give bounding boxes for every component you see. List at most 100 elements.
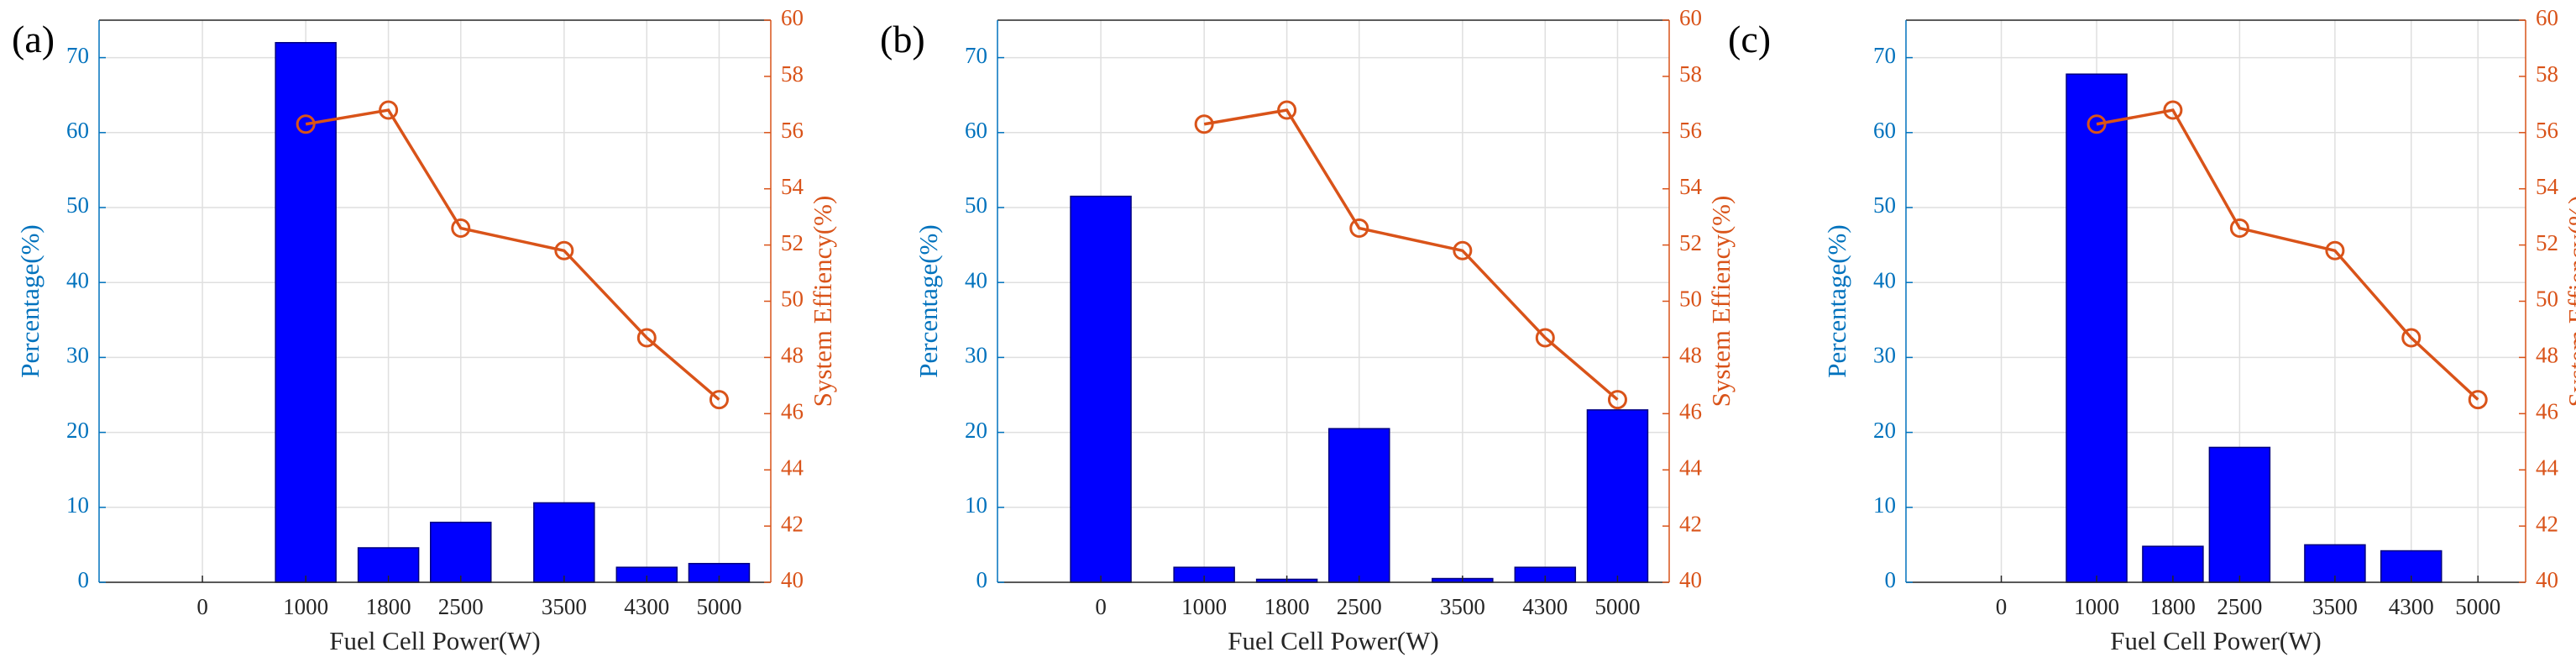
tick-label-x: 0 [196, 594, 208, 619]
tick-label-right: 58 [2536, 61, 2558, 87]
tick-label-right: 40 [1679, 567, 1702, 592]
tick-label-x: 3500 [542, 594, 587, 619]
tick-label-right: 46 [1679, 399, 1702, 424]
panel-label: (b) [880, 18, 925, 60]
tick-label-right: 60 [781, 5, 804, 30]
tick-label-right: 50 [781, 287, 804, 312]
efficiency-marker-5000 [2468, 390, 2488, 410]
x-axis-label: Fuel Cell Power(W) [329, 626, 540, 655]
tick-label-left: 50 [1873, 192, 1896, 218]
tick-label-left: 30 [965, 343, 987, 368]
tick-label-x: 1000 [1181, 594, 1227, 619]
tick-label-right: 56 [781, 118, 804, 143]
bar-0 [1070, 195, 1132, 583]
efficiency-marker-2500 [451, 218, 471, 239]
tick-label-left: 0 [976, 567, 988, 592]
tick-label-left: 20 [66, 418, 89, 443]
tick-label-x: 4300 [1522, 594, 1568, 619]
tick-label-right: 44 [2536, 455, 2559, 480]
tick-label-right: 48 [2536, 343, 2558, 368]
efficiency-marker-1800 [379, 100, 399, 120]
y-axis-label-right: System Effiency(%) [1706, 196, 1736, 408]
tick-label-right: 54 [2536, 174, 2559, 199]
tick-label-left: 60 [1873, 118, 1896, 143]
tick-label-x: 5000 [1594, 594, 1640, 619]
x-axis-label: Fuel Cell Power(W) [2110, 626, 2321, 655]
y-axis-label-right: System Effiency(%) [2563, 196, 2576, 408]
tick-label-right: 56 [2536, 118, 2558, 143]
tick-label-x: 5000 [696, 594, 741, 619]
tick-label-x: 2500 [2217, 594, 2262, 619]
tick-label-right: 54 [781, 174, 804, 199]
bar-5000 [1586, 409, 1649, 583]
tick-label-left: 20 [965, 418, 987, 443]
efficiency-marker-3500 [1453, 240, 1473, 260]
tick-label-right: 52 [2536, 230, 2558, 255]
chart-panel-2: 0 10 20 30 40 50 60 70 40 42 44 46 48 50 52 54 56 58 60 0 10… [880, 5, 1736, 655]
tick-label-x: 0 [1095, 594, 1107, 619]
tick-label-left: 0 [1885, 567, 1897, 592]
efficiency-marker-4300 [636, 328, 657, 348]
bar-4300 [2380, 550, 2442, 583]
bar-2500 [1328, 428, 1390, 583]
tick-label-right: 42 [2536, 511, 2558, 536]
efficiency-marker-3500 [2325, 240, 2345, 260]
tick-label-left: 20 [1873, 418, 1896, 443]
tick-label-left: 60 [66, 118, 89, 143]
tick-label-left: 10 [66, 492, 89, 518]
tick-label-left: 50 [965, 192, 987, 218]
efficiency-line [305, 108, 720, 401]
tick-label-x: 1000 [2074, 594, 2119, 619]
tick-label-right: 46 [2536, 399, 2558, 424]
tick-label-x: 4300 [2389, 594, 2434, 619]
tick-label-right: 50 [2536, 287, 2558, 312]
efficiency-line [1203, 108, 1619, 401]
bar-3500 [533, 502, 595, 583]
tick-label-right: 52 [781, 230, 804, 255]
chart-panel-3: 0 10 20 30 40 50 60 70 40 42 44 46 48 50 52 54 56 58 60 0 10… [1728, 5, 2576, 655]
efficiency-marker-4300 [1535, 328, 1555, 348]
panel-label: (a) [12, 18, 55, 60]
panel-label: (c) [1728, 18, 1771, 60]
tick-label-right: 56 [1679, 118, 1702, 143]
efficiency-marker-1000 [2086, 114, 2107, 134]
chart-panel-1: 0 10 20 30 40 50 60 70 40 42 44 46 48 50 52 54 56 58 60 0 10… [12, 5, 837, 655]
efficiency-marker-5000 [709, 390, 729, 410]
y-axis-label-left: Percentage(%) [914, 224, 943, 377]
tick-label-x: 2500 [1337, 594, 1382, 619]
y-axis-label-left: Percentage(%) [15, 224, 45, 377]
tick-label-right: 60 [1679, 5, 1702, 30]
tick-label-left: 30 [66, 343, 89, 368]
efficiency-marker-1000 [296, 114, 316, 134]
efficiency-marker-2500 [2229, 218, 2249, 239]
tick-label-right: 48 [781, 343, 804, 368]
tick-label-x: 0 [1996, 594, 2008, 619]
y-axis-label-right: System Effiency(%) [808, 196, 837, 408]
tick-label-left: 40 [1873, 267, 1896, 292]
tick-label-right: 44 [1679, 455, 1703, 480]
tick-label-left: 10 [965, 492, 987, 518]
efficiency-marker-1800 [2163, 100, 2183, 120]
bar-2500 [2208, 446, 2271, 583]
tick-label-left: 30 [1873, 343, 1896, 368]
tick-label-left: 50 [66, 192, 89, 218]
tick-label-right: 40 [2536, 567, 2558, 592]
tick-label-right: 54 [1679, 174, 1703, 199]
tick-label-x: 2500 [438, 594, 484, 619]
tick-label-x: 1800 [366, 594, 411, 619]
tick-label-right: 52 [1679, 230, 1702, 255]
tick-label-x: 5000 [2455, 594, 2500, 619]
efficiency-marker-3500 [554, 240, 574, 260]
tick-label-right: 42 [781, 511, 804, 536]
efficiency-marker-5000 [1607, 390, 1627, 410]
efficiency-marker-2500 [1349, 218, 1369, 239]
tick-label-left: 40 [66, 267, 89, 292]
efficiency-marker-4300 [2401, 328, 2422, 348]
tick-label-x: 1000 [283, 594, 328, 619]
efficiency-marker-1000 [1194, 114, 1214, 134]
tick-label-left: 70 [965, 43, 987, 68]
tick-label-right: 58 [1679, 61, 1702, 87]
tick-label-right: 58 [781, 61, 804, 87]
tick-label-right: 50 [1679, 287, 1702, 312]
